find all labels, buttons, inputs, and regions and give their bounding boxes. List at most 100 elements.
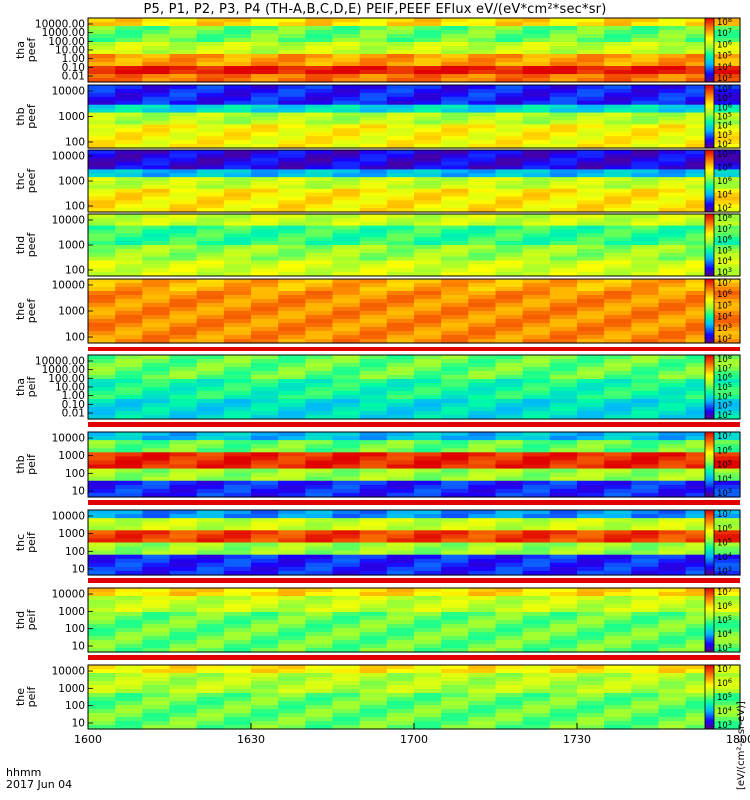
heatmap-cell — [386, 184, 415, 190]
heatmap-cell — [196, 558, 225, 564]
heatmap-cell — [386, 648, 415, 653]
heatmap-cell — [359, 70, 388, 75]
heatmap-cell — [631, 538, 660, 544]
heatmap-cell — [278, 608, 306, 613]
heatmap-cell — [712, 217, 741, 223]
heatmap-cell — [414, 588, 442, 593]
heatmap-cell — [169, 713, 198, 718]
heatmap-cell — [577, 173, 605, 178]
heatmap-cell — [115, 592, 143, 597]
heatmap-cell — [604, 116, 632, 122]
heatmap-cell — [251, 124, 279, 129]
heatmap-cell — [88, 38, 116, 43]
heatmap-cell — [169, 311, 198, 316]
heatmap-cell — [604, 636, 632, 641]
heatmap-cell — [115, 100, 143, 106]
heatmap-cell — [522, 562, 551, 568]
heatmap-cell — [712, 717, 741, 722]
heatmap-cell — [549, 608, 578, 613]
heatmap-cell — [577, 287, 605, 292]
colorbar-tick-label: 106 — [717, 600, 732, 612]
heatmap-cell — [712, 331, 741, 336]
heatmap-cell — [278, 108, 306, 114]
heatmap-cell — [522, 399, 551, 404]
heatmap-cell — [169, 411, 198, 416]
heatmap-cell — [196, 522, 225, 527]
heatmap-cell — [468, 225, 497, 231]
heatmap-cell — [278, 128, 306, 133]
heatmap-cell — [196, 331, 225, 336]
heatmap-cell — [441, 70, 469, 75]
heatmap-cell — [658, 588, 687, 593]
heatmap-cell — [278, 264, 306, 269]
heatmap-cell — [142, 229, 171, 234]
heatmap-cell — [685, 624, 714, 629]
heatmap-cell — [658, 128, 687, 133]
heatmap-cell — [359, 399, 388, 404]
heatmap-cell — [468, 339, 497, 344]
heatmap-cell — [549, 200, 578, 205]
heatmap-cell — [658, 562, 687, 568]
heatmap-cell — [468, 74, 497, 79]
heatmap-cell — [549, 124, 578, 129]
heatmap-cell — [495, 456, 524, 462]
heatmap-cell — [495, 184, 524, 190]
heatmap-cell — [495, 173, 524, 178]
heatmap-cell — [414, 689, 442, 694]
heatmap-cell — [251, 144, 279, 149]
heatmap-cell — [305, 120, 334, 125]
heatmap-cell — [712, 644, 741, 649]
heatmap-cell — [577, 359, 605, 364]
heatmap-cell — [522, 600, 551, 605]
y-tick-label: 1000 — [58, 111, 85, 123]
heatmap-cell — [604, 303, 632, 308]
heatmap-cell — [522, 161, 551, 167]
heatmap-cell — [685, 233, 714, 238]
heatmap-cell — [278, 245, 306, 250]
heatmap-cell — [359, 140, 388, 145]
heatmap-cell — [441, 66, 469, 71]
heatmap-cell — [522, 492, 551, 498]
heatmap-cell — [278, 88, 306, 94]
heatmap-cell — [142, 379, 171, 384]
heatmap-cell — [359, 604, 388, 609]
heatmap-cell — [223, 299, 252, 304]
heatmap-cell — [305, 604, 334, 609]
heatmap-cell — [441, 303, 469, 308]
heatmap-cell — [278, 161, 306, 167]
heatmap-cell — [685, 50, 714, 55]
heatmap-cell — [577, 693, 605, 698]
heatmap-cell — [305, 566, 334, 572]
heatmap-cell — [359, 632, 388, 637]
heatmap-cell — [223, 283, 252, 288]
heatmap-cell — [88, 534, 116, 540]
heatmap-cell — [631, 214, 660, 219]
heatmap-cell — [251, 66, 279, 71]
heatmap-cell — [577, 34, 605, 39]
heatmap-cell — [142, 323, 171, 328]
heatmap-cell — [223, 480, 252, 486]
colorbar-tick-label: 105 — [717, 691, 732, 703]
heatmap-cell — [142, 456, 171, 462]
heatmap-cell — [196, 514, 225, 519]
heatmap-cell — [88, 291, 116, 296]
heatmap-cell — [169, 165, 198, 170]
heatmap-cell — [577, 436, 605, 441]
heatmap-cell — [712, 480, 741, 486]
heatmap-cell — [685, 367, 714, 372]
heatmap-cell — [577, 339, 605, 344]
heatmap-cell — [658, 693, 687, 698]
heatmap-cell — [278, 407, 306, 412]
heatmap-cell — [577, 241, 605, 246]
heatmap-cell — [142, 554, 171, 560]
heatmap-cell — [522, 331, 551, 336]
heatmap-cell — [88, 34, 116, 39]
heatmap-cell — [305, 411, 334, 416]
heatmap-cell — [658, 542, 687, 548]
heatmap-cell — [332, 229, 361, 234]
heatmap-cell — [115, 472, 143, 478]
heatmap-cell — [468, 407, 497, 412]
heatmap-cell — [441, 192, 469, 198]
heatmap-cell — [631, 612, 660, 617]
heatmap-cell — [577, 74, 605, 79]
